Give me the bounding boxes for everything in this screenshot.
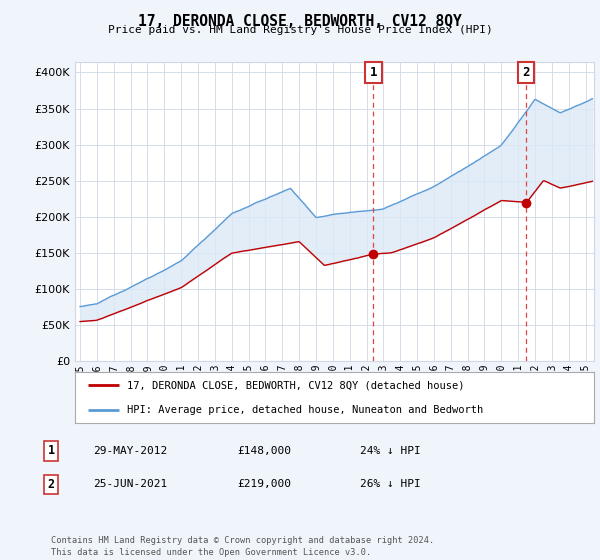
Text: 24% ↓ HPI: 24% ↓ HPI <box>360 446 421 456</box>
Text: 17, DERONDA CLOSE, BEDWORTH, CV12 8QY: 17, DERONDA CLOSE, BEDWORTH, CV12 8QY <box>138 14 462 29</box>
Text: 25-JUN-2021: 25-JUN-2021 <box>93 479 167 489</box>
Text: Price paid vs. HM Land Registry's House Price Index (HPI): Price paid vs. HM Land Registry's House … <box>107 25 493 35</box>
Text: Contains HM Land Registry data © Crown copyright and database right 2024.
This d: Contains HM Land Registry data © Crown c… <box>51 536 434 557</box>
Text: HPI: Average price, detached house, Nuneaton and Bedworth: HPI: Average price, detached house, Nune… <box>127 405 483 415</box>
Text: £219,000: £219,000 <box>237 479 291 489</box>
Text: 2: 2 <box>523 66 530 79</box>
Text: 1: 1 <box>47 444 55 458</box>
Text: 1: 1 <box>370 66 377 79</box>
Text: 17, DERONDA CLOSE, BEDWORTH, CV12 8QY (detached house): 17, DERONDA CLOSE, BEDWORTH, CV12 8QY (d… <box>127 380 464 390</box>
Text: 26% ↓ HPI: 26% ↓ HPI <box>360 479 421 489</box>
Text: 2: 2 <box>47 478 55 491</box>
Text: 29-MAY-2012: 29-MAY-2012 <box>93 446 167 456</box>
Text: £148,000: £148,000 <box>237 446 291 456</box>
